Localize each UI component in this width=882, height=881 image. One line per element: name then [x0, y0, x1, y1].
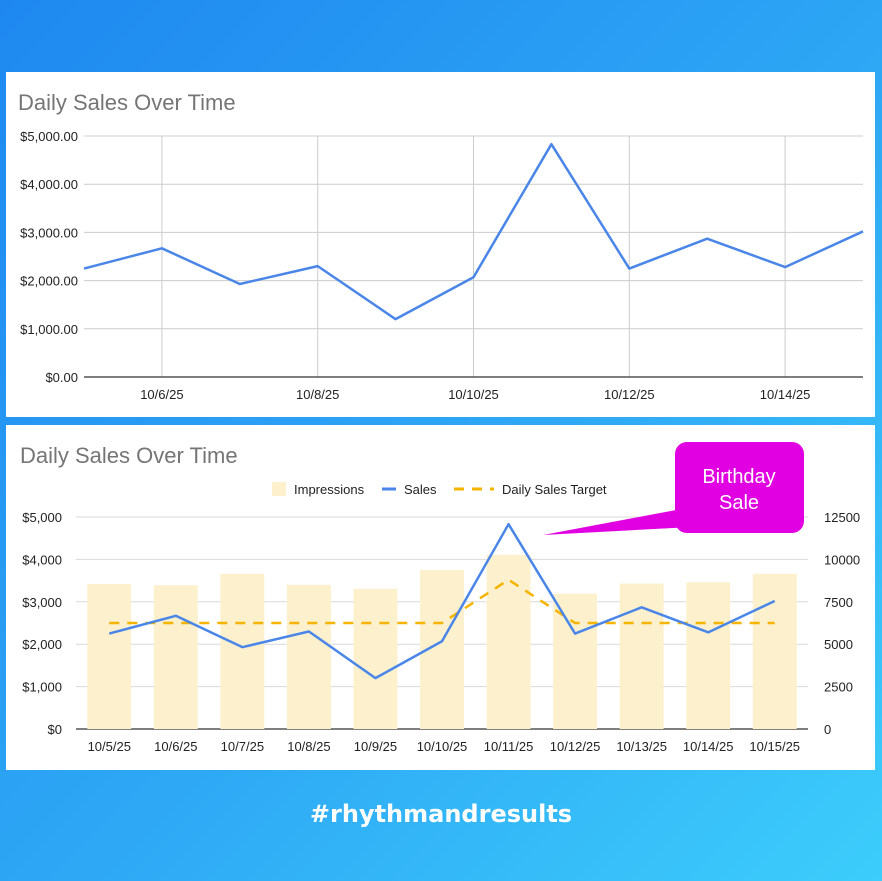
y2-tick-label: 2500 [824, 680, 853, 695]
y2-tick-label: 12500 [824, 510, 860, 525]
y-tick-label: $0 [48, 722, 62, 737]
x-tick-label: 10/5/25 [88, 739, 131, 754]
callout-line-2: Sale [719, 492, 759, 514]
callout-box [675, 442, 804, 533]
x-tick-label: 10/8/25 [296, 387, 339, 402]
impressions-bar [486, 554, 531, 729]
sales-line [108, 522, 776, 680]
y-tick-label: $2,000.00 [20, 274, 78, 289]
sales-line [83, 142, 864, 321]
x-tick-label: 10/6/25 [140, 387, 183, 402]
chart-panel-top: Daily Sales Over Time $0.00 $1,000.00 $2,0… [6, 72, 875, 417]
y-tick-label: $4,000.00 [20, 177, 78, 192]
y-tick-label: $1,000.00 [20, 322, 78, 337]
legend-label-impressions: Impressions [294, 482, 365, 497]
sales-target-line [109, 578, 775, 625]
x-tick-label: 10/12/25 [550, 739, 601, 754]
y2-tick-label: 7500 [824, 595, 853, 610]
x-tick-label: 10/14/25 [683, 739, 734, 754]
callout-pointer [543, 507, 692, 535]
y2-tick-label: 5000 [824, 637, 853, 652]
x-tick-label: 10/13/25 [616, 739, 667, 754]
y-tick-label: $1,000 [22, 680, 62, 695]
impressions-bar [686, 582, 731, 729]
x-tick-label: 10/10/25 [417, 739, 468, 754]
chart-title: Daily Sales Over Time [20, 443, 238, 468]
chart-title: Daily Sales Over Time [18, 90, 236, 115]
y-tick-label: $2,000 [22, 637, 62, 652]
x-tick-label: 10/10/25 [448, 387, 499, 402]
x-tick-label: 10/14/25 [760, 387, 811, 402]
impressions-bar [286, 584, 331, 729]
x-tick-label: 10/15/25 [749, 739, 800, 754]
y-tick-label: $3,000.00 [20, 225, 78, 240]
x-tick-label: 10/12/25 [604, 387, 655, 402]
x-tick-label: 10/8/25 [287, 739, 330, 754]
y-tick-label: $4,000 [22, 552, 62, 567]
impressions-bar [553, 593, 598, 729]
x-tick-label: 10/7/25 [221, 739, 264, 754]
birthday-sale-callout: Birthday Sale [543, 442, 804, 535]
chart-panel-bottom: Daily Sales Over Time $0 $1,000 $2,000 $3,0… [6, 425, 875, 770]
legend-label-target: Daily Sales Target [502, 482, 607, 497]
legend-label-sales: Sales [404, 482, 437, 497]
impressions-bar [353, 588, 398, 729]
y-tick-label: $0.00 [45, 370, 78, 385]
impressions-bar [619, 583, 664, 729]
combo-chart-svg: Daily Sales Over Time $0 $1,000 $2,000 $3,0… [20, 442, 860, 754]
impressions-bar [87, 583, 132, 729]
hashtag-footer: #rhythmandresults [309, 800, 573, 828]
impressions-bar [153, 585, 198, 729]
x-tick-label: 10/11/25 [484, 739, 534, 754]
line-chart-svg: Daily Sales Over Time $0.00 $1,000.00 $2,0… [18, 90, 864, 402]
callout-line-1: Birthday [702, 466, 775, 488]
y2-tick-label: 0 [824, 722, 831, 737]
chart-legend: Impressions Sales Daily Sales Target [272, 482, 607, 497]
impressions-bar [752, 573, 797, 729]
impressions-bar [220, 573, 265, 729]
x-tick-label: 10/9/25 [354, 739, 397, 754]
y-tick-label: $3,000 [22, 595, 62, 610]
y-tick-label: $5,000 [22, 510, 62, 525]
y-tick-label: $5,000.00 [20, 129, 78, 144]
legend-swatch-impressions [272, 482, 286, 496]
x-tick-label: 10/6/25 [154, 739, 197, 754]
y2-tick-label: 10000 [824, 552, 860, 567]
